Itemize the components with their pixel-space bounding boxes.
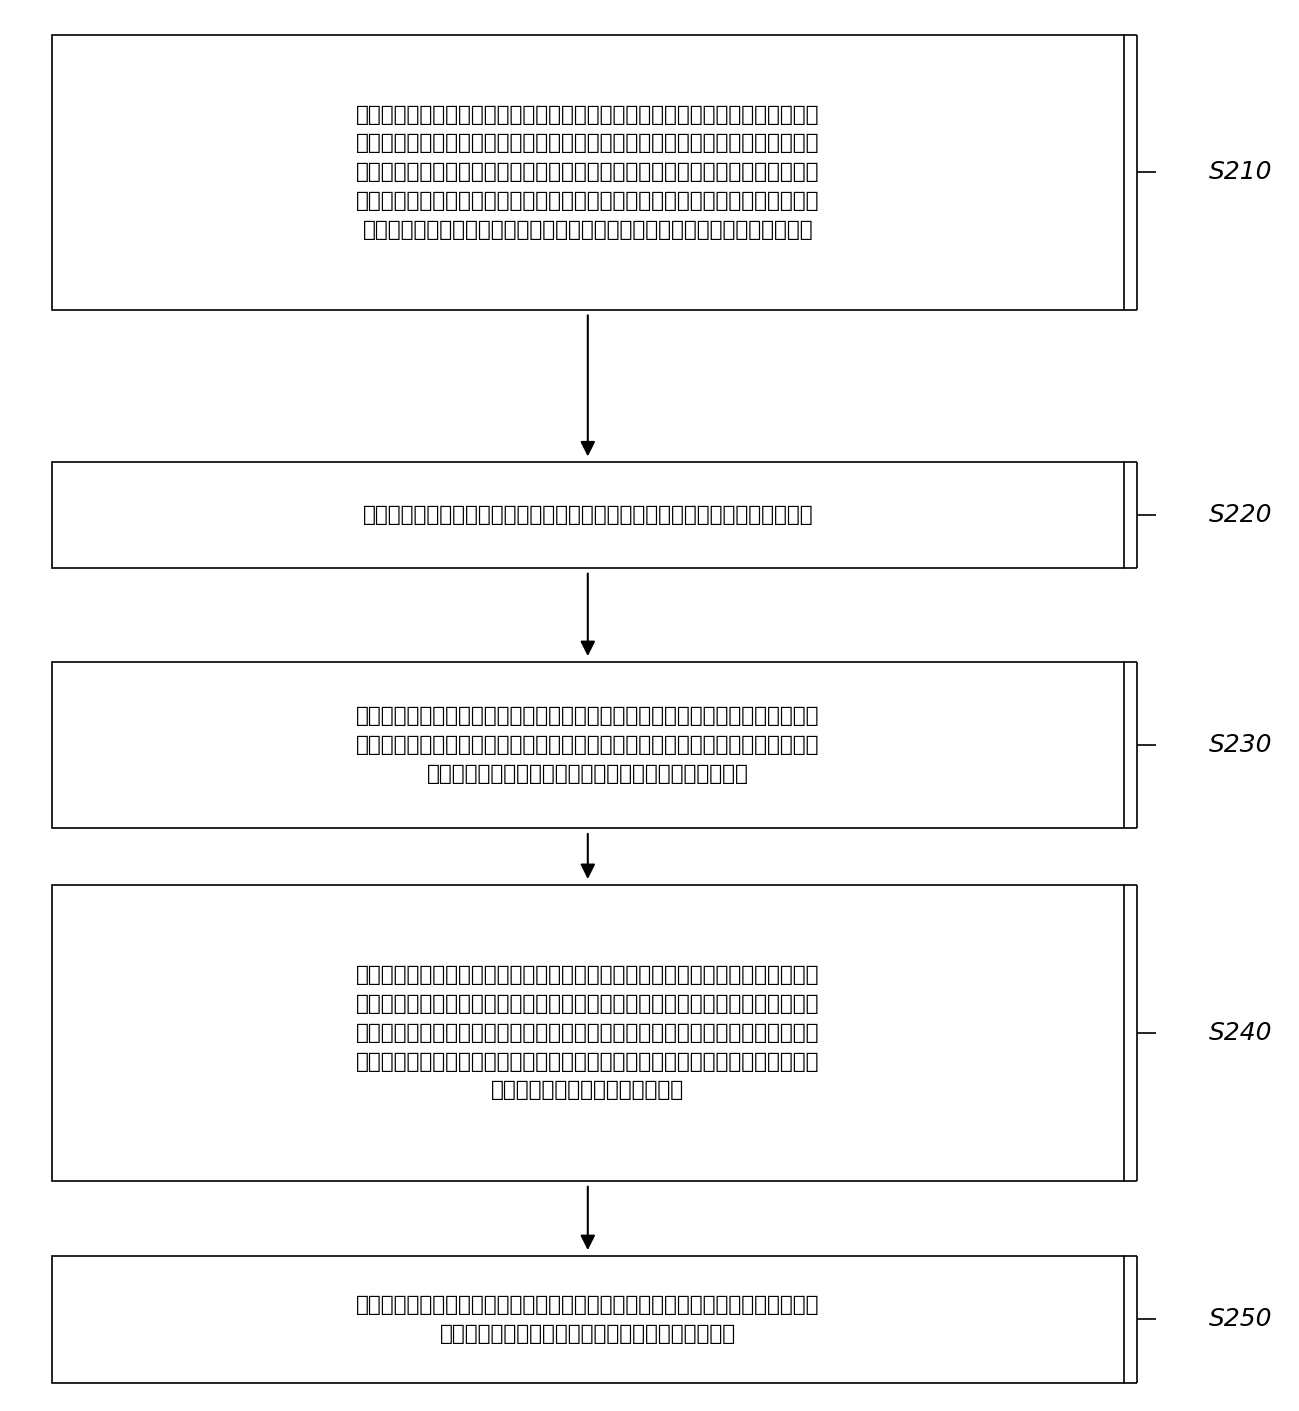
Text: 根据所述历史采样时刻的关系拓补网络，获取所述历史采样时刻的用户邻接矩阵: 根据所述历史采样时刻的关系拓补网络，获取所述历史采样时刻的用户邻接矩阵 [362,505,813,525]
FancyBboxPatch shape [52,662,1124,828]
Text: S210: S210 [1209,159,1272,185]
FancyBboxPatch shape [52,885,1124,1181]
FancyBboxPatch shape [52,1256,1124,1383]
FancyBboxPatch shape [52,461,1124,567]
Text: S240: S240 [1209,1020,1272,1046]
Text: 获取数据库中当前时段的关系拓补网络，所述当前时段的关系拓补网络包括多个历
史采样时刻的关系拓补网络，所述历史采样时刻的关系拓补网络包括所述数据库中
所有用户、所: 获取数据库中当前时段的关系拓补网络，所述当前时段的关系拓补网络包括多个历 史采样… [356,104,820,240]
Text: S250: S250 [1209,1307,1272,1332]
Text: 根据当前采样时刻的用户邻接矩阵、所述当前采样时刻的用户属性特征矩阵和所述
当前采样时刻的用户相似性矩阵，基于训练后的图卷积神经网络中，获取所述当前
采样时刻对应: 根据当前采样时刻的用户邻接矩阵、所述当前采样时刻的用户属性特征矩阵和所述 当前采… [356,965,820,1101]
Text: 根据所述当前采样时刻对应的最优低维表示特征，基于训练后的支持向量机，获取
所述当前采样时刻所述数据库中用户的保险购买倾向: 根据所述当前采样时刻对应的最优低维表示特征，基于训练后的支持向量机，获取 所述当… [356,1295,820,1343]
Text: S220: S220 [1209,502,1272,528]
FancyBboxPatch shape [52,34,1124,310]
Text: S230: S230 [1209,732,1272,758]
Text: 根据所述历史采样时刻的用户属性特征矩阵和前一历史采样时刻的用户属性特征矩
阵，获取所述历史采样时刻的用户时序特征矩阵，并根据所述历史采样时刻的用户
时序特征矩阵: 根据所述历史采样时刻的用户属性特征矩阵和前一历史采样时刻的用户属性特征矩 阵，获… [356,707,820,783]
